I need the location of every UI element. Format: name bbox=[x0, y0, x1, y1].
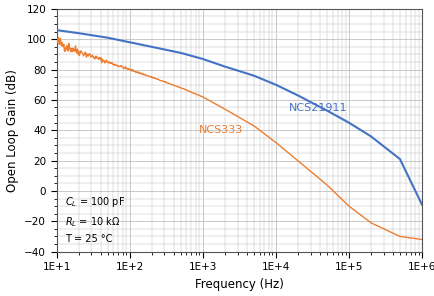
Text: NCS21911: NCS21911 bbox=[288, 102, 346, 112]
Text: $C_L$ = 100 pF
$R_L$ = 10 k$\Omega$
T = 25 °C: $C_L$ = 100 pF $R_L$ = 10 k$\Omega$ T = … bbox=[65, 195, 125, 244]
Text: NCS333: NCS333 bbox=[199, 125, 243, 135]
Y-axis label: Open Loop Gain (dB): Open Loop Gain (dB) bbox=[6, 69, 19, 192]
X-axis label: Frequency (Hz): Frequency (Hz) bbox=[194, 278, 283, 291]
